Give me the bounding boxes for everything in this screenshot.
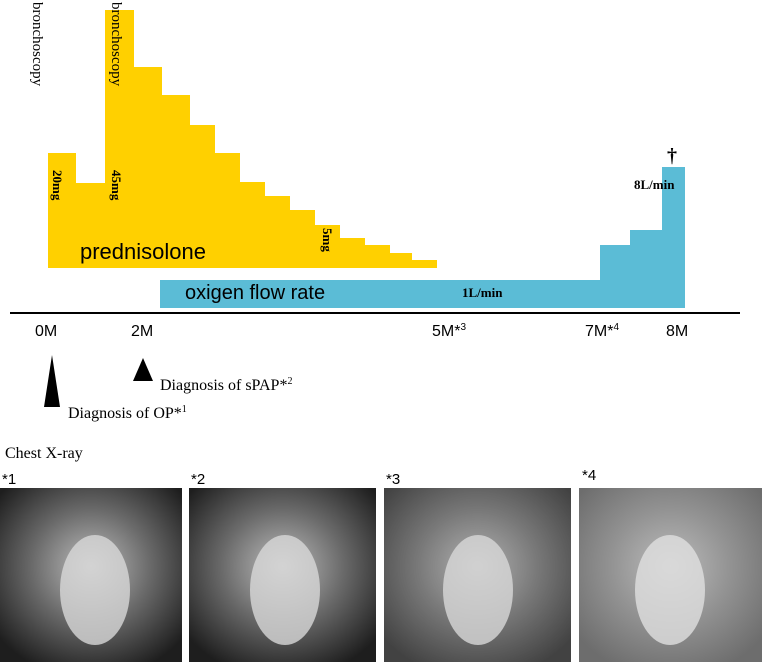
tick-label: 2M xyxy=(131,323,153,340)
axis-ticks: 0M 2M 5M*3 7M*4 8M xyxy=(35,322,688,340)
tick-text: 5M* xyxy=(432,323,460,340)
panel-label: *2 xyxy=(191,471,205,488)
tick-label: 8M xyxy=(666,323,688,340)
prednisolone-label: prednisolone xyxy=(80,239,206,264)
rate-label: 8L/min xyxy=(634,177,675,192)
event-marker xyxy=(44,355,60,407)
xray-title: Chest X-ray xyxy=(5,445,83,462)
procedure-label: bronchoscopy xyxy=(29,2,45,87)
tick-sup: 4 xyxy=(613,322,619,333)
rate-label: 1L/min xyxy=(462,285,503,300)
tick-label: 7M*4 xyxy=(585,322,619,340)
tick-label: 0M xyxy=(35,323,57,340)
tick-sup: 3 xyxy=(460,322,466,333)
event-label: Diagnosis of OP*1 xyxy=(68,404,187,422)
event-label: Diagnosis of sPAP*2 xyxy=(160,376,292,394)
prednisolone-area xyxy=(48,10,437,268)
dose-label: 45mg xyxy=(109,170,124,201)
event-text: Diagnosis of OP* xyxy=(68,405,182,422)
dose-label: 20mg xyxy=(50,170,65,201)
xray-image xyxy=(579,488,762,662)
xray-image xyxy=(189,488,376,662)
xray-image xyxy=(384,488,571,662)
event-sup: 2 xyxy=(287,376,292,387)
oxygen-label: oxigen flow rate xyxy=(185,282,325,304)
procedure-label: bronchoscopy xyxy=(108,2,124,87)
event-marker xyxy=(133,358,153,381)
panel-label: *3 xyxy=(386,471,400,488)
tick-label: 5M*3 xyxy=(432,322,466,340)
oxygen-area xyxy=(160,167,685,308)
panel-label: *1 xyxy=(2,471,16,488)
death-mark: † xyxy=(667,145,677,167)
xray-image xyxy=(0,488,182,662)
tick-text: 7M* xyxy=(585,323,613,340)
dose-label: 5mg xyxy=(320,228,335,252)
event-text: Diagnosis of sPAP* xyxy=(160,377,287,394)
panel-label: *4 xyxy=(582,467,596,484)
event-sup: 1 xyxy=(182,404,187,415)
